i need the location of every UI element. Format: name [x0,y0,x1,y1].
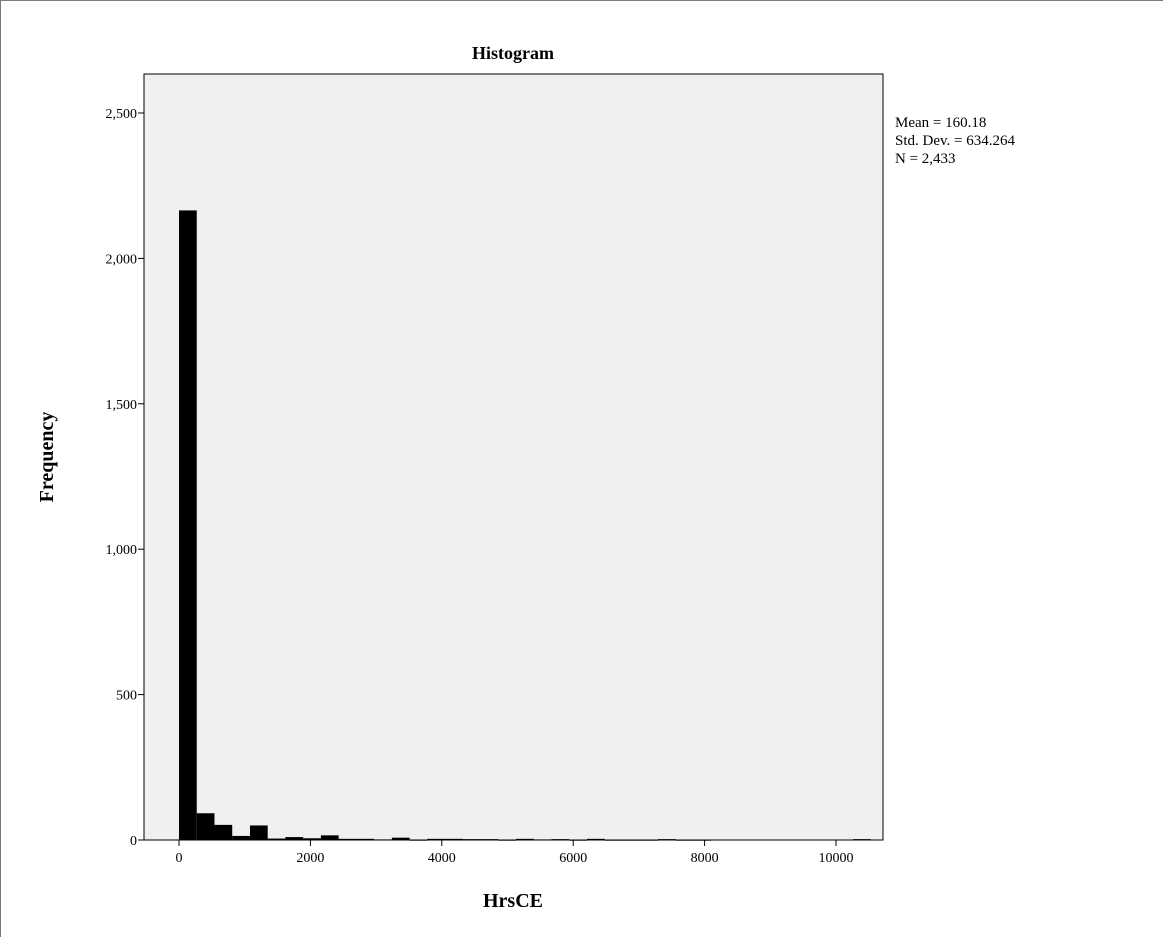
histogram-bar [604,839,623,841]
x-tick-label: 8000 [691,851,719,866]
histogram-bar [569,839,587,841]
histogram-bar [179,210,197,841]
histogram-bar [267,838,286,840]
bars-layer [179,210,871,841]
histogram-bar [533,839,552,841]
histogram-bar [391,837,410,840]
histogram-bar [285,837,304,840]
histogram-bar [693,839,712,841]
y-tick-label: 500 [116,689,137,704]
histogram-bar [480,839,499,841]
plot-area [143,73,884,841]
x-tick-label: 10000 [819,851,854,866]
chart-title: Histogram [472,43,554,63]
histogram-bar [445,838,463,840]
histogram-bar [338,838,357,840]
histogram-bar [232,835,250,840]
x-axis-label: HrsCE [483,890,543,912]
histogram-bar [516,838,534,840]
histogram-bar [409,839,428,841]
x-tick-label: 2000 [296,851,324,866]
histogram-bar [249,825,268,840]
histogram-bar [374,839,392,841]
histogram-bar [622,839,641,841]
histogram-bar [303,838,321,840]
y-tick-label: 1,500 [106,398,138,413]
x-axis: 0 2000 4000 6000 8000 10000 [176,840,854,866]
histogram-bar [640,839,658,841]
histogram-bar [356,838,375,840]
histogram-bar [657,839,676,841]
y-tick-label: 1,000 [106,543,138,558]
histogram-bar [320,835,339,840]
histogram-bar [551,839,570,841]
y-axis-label: Frequency [36,412,58,503]
y-axis: 0 500 1,000 1,500 2,000 2,500 [106,107,144,849]
histogram-bar [675,839,694,841]
stats-mean: Mean = 160.18 [895,115,986,131]
stats-n: N = 2,433 [895,151,956,167]
y-tick-label: 0 [130,834,137,849]
x-tick-label: 4000 [428,851,456,866]
histogram-bar [196,813,215,840]
y-tick-label: 2,500 [106,107,138,122]
histogram-bar [427,838,446,840]
histogram-bar [462,839,481,841]
y-tick-label: 2,000 [106,252,138,267]
histogram-bar [853,839,871,841]
histogram-bar [587,838,605,840]
stats-std-dev: Std. Dev. = 634.264 [895,133,1015,149]
stats-box: Mean = 160.18 Std. Dev. = 634.264 N = 2,… [895,115,1015,167]
x-tick-label: 6000 [559,851,587,866]
histogram-bar [214,824,233,840]
x-tick-label: 0 [176,851,183,866]
histogram-bar [498,839,517,841]
